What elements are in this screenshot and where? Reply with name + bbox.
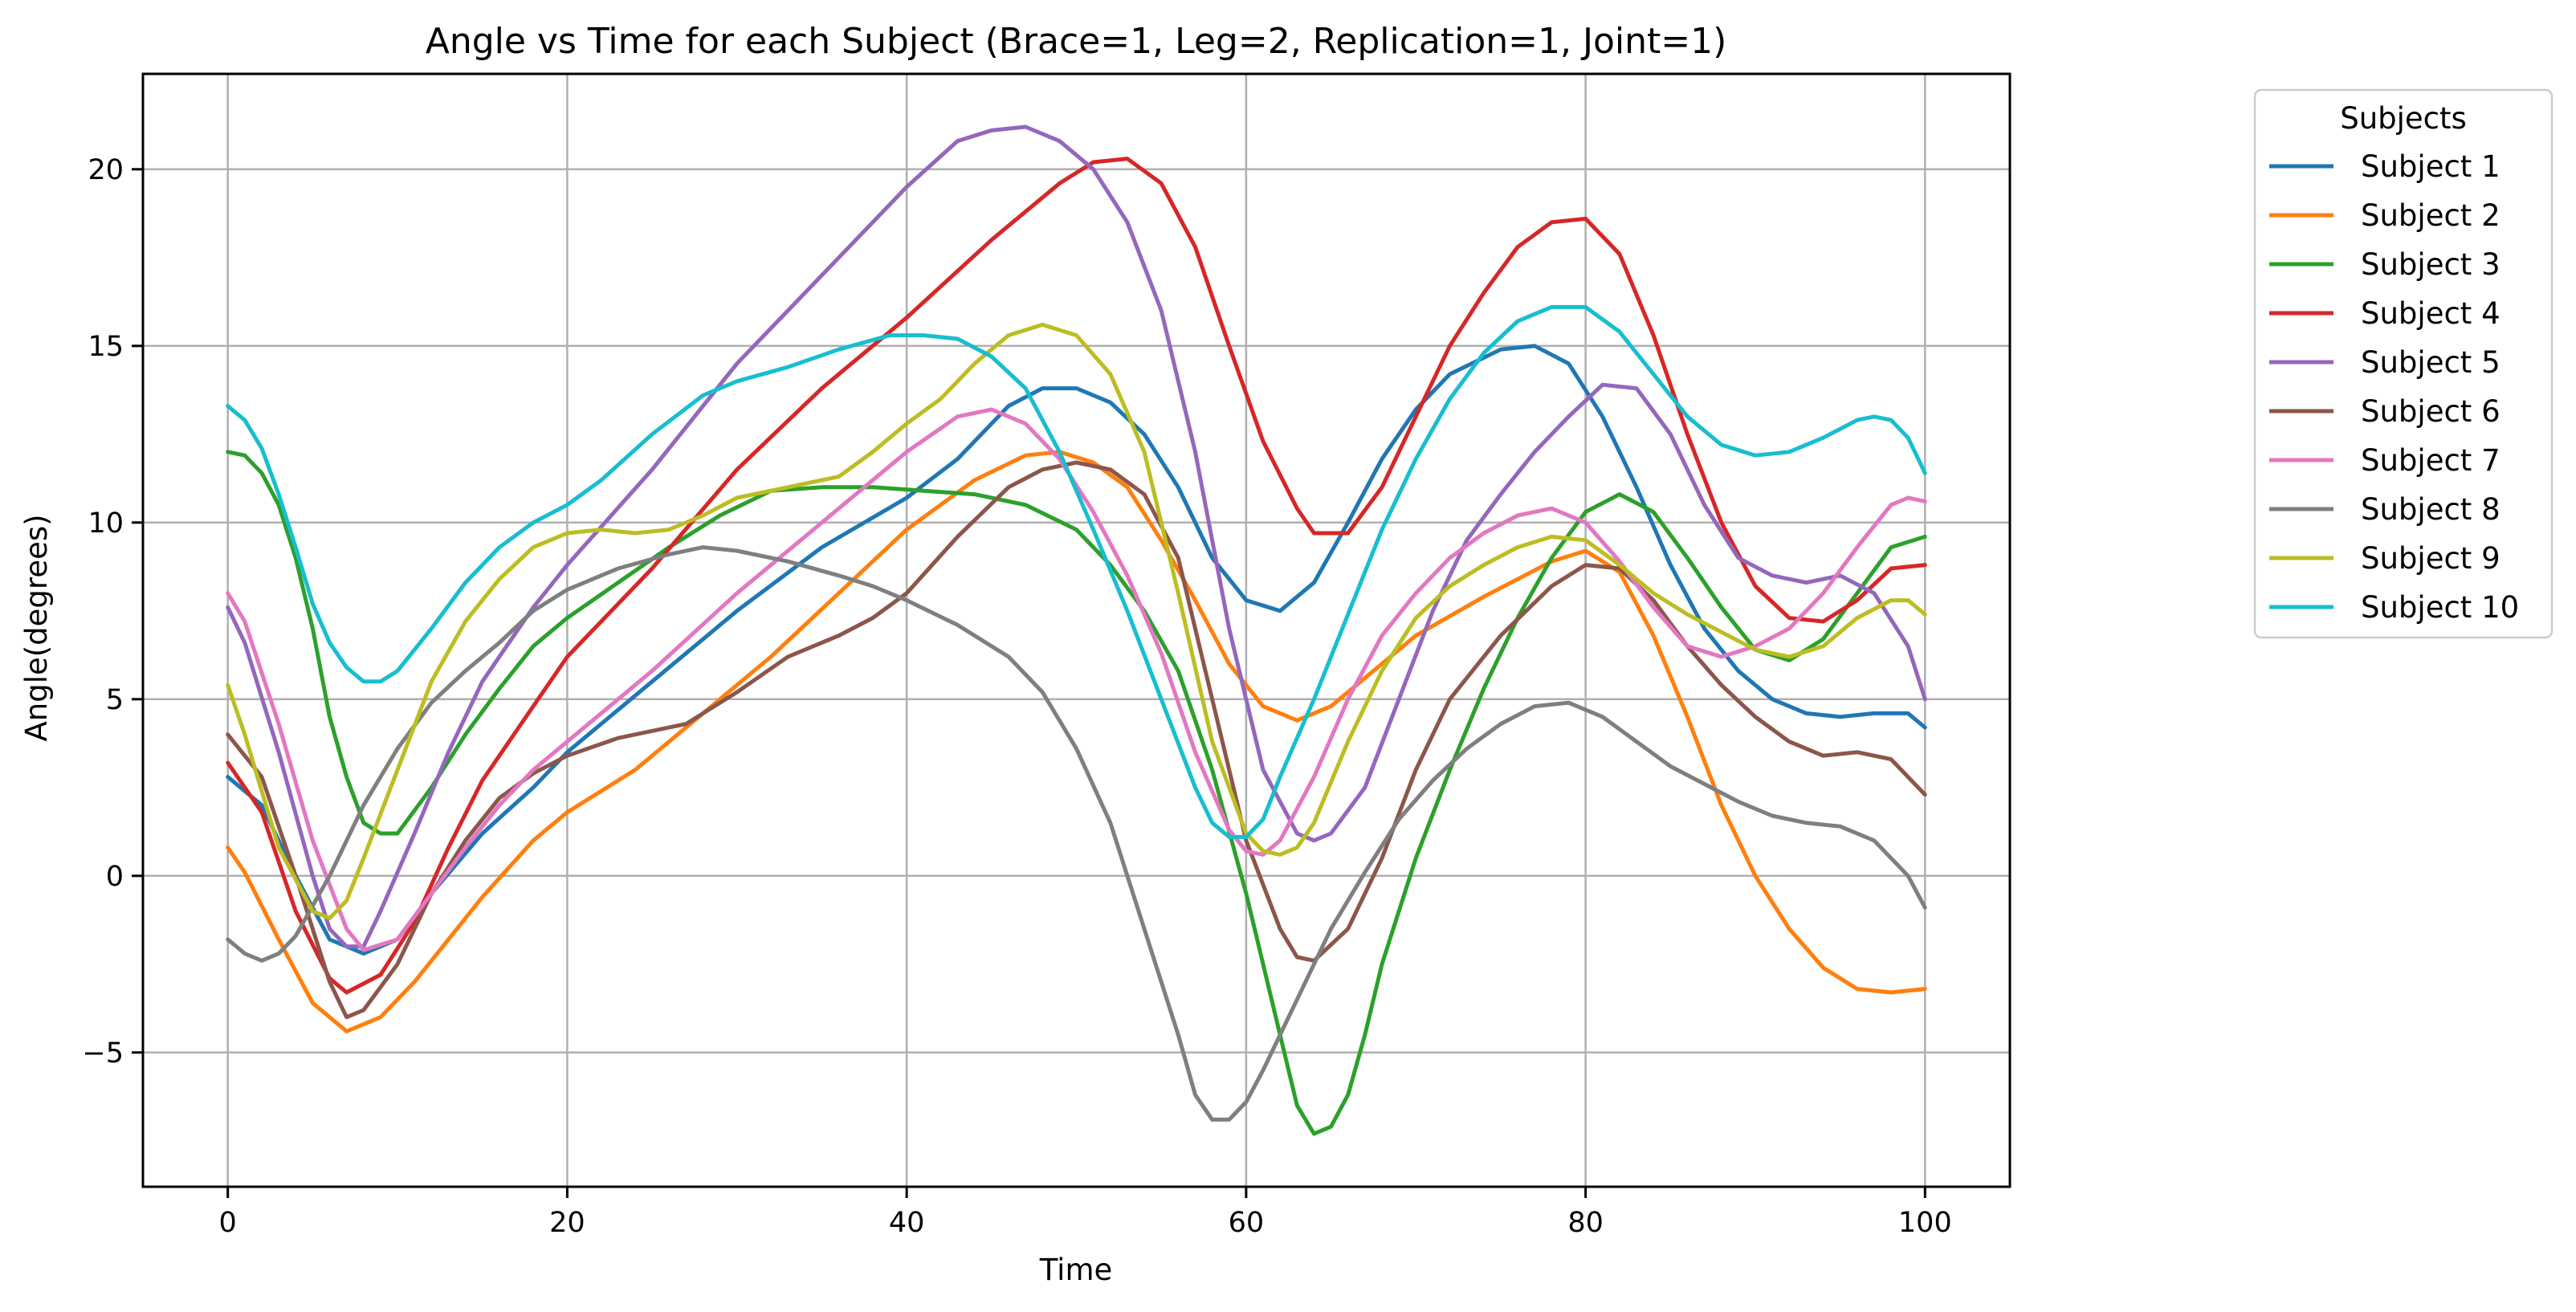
series-line-subject-1 (226, 344, 1927, 956)
x-tick-label: 80 (1567, 1207, 1604, 1239)
series-line-subject-7 (226, 407, 1927, 952)
y-tick-label: 15 (88, 331, 124, 363)
y-tick-label: −5 (82, 1037, 124, 1070)
plot-frame (141, 72, 2011, 1188)
legend-title: Subjects (2340, 101, 2467, 136)
x-tick-label: 0 (219, 1207, 237, 1239)
grid (143, 74, 2010, 1187)
x-tick-label: 100 (1898, 1207, 1952, 1239)
series-line-subject-2 (226, 450, 1927, 1033)
legend-label-subject-6: Subject 6 (2361, 394, 2501, 429)
y-tick-label: 20 (88, 154, 124, 186)
series-line-subject-4 (226, 157, 1927, 995)
legend-items: Subject 1 Subject 2 Subject 3 Subject 4 Subj… (2269, 149, 2519, 625)
series-lines (226, 124, 1927, 1136)
legend-label-subject-8: Subject 8 (2361, 492, 2501, 527)
chart-title: Angle vs Time for each Subject (Brace=1,… (426, 21, 1727, 62)
x-axis-label: Time (1039, 1253, 1113, 1287)
legend-label-subject-2: Subject 2 (2361, 198, 2501, 233)
x-axis-ticks: 0 20 40 60 80 100 (219, 1187, 1952, 1239)
legend-label-subject-9: Subject 9 (2361, 541, 2501, 576)
y-tick-label: 0 (106, 861, 124, 893)
legend-label-subject-3: Subject 3 (2361, 247, 2501, 282)
legend-label-subject-1: Subject 1 (2361, 149, 2501, 184)
series-line-subject-9 (226, 322, 1927, 921)
y-tick-label: 10 (88, 507, 124, 540)
legend-frame (2253, 88, 2554, 639)
x-tick-label: 20 (549, 1207, 585, 1239)
series-line-subject-5 (226, 124, 1927, 949)
series-line-subject-6 (226, 460, 1927, 1020)
legend-label-subject-7: Subject 7 (2361, 443, 2501, 478)
legend-label-subject-10: Subject 10 (2361, 590, 2519, 625)
y-axis-ticks: −5 0 5 10 15 20 (82, 154, 143, 1070)
y-tick-label: 5 (106, 684, 124, 716)
series-line-subject-8 (226, 545, 1927, 1122)
series-line-subject-10 (226, 304, 1927, 839)
x-tick-label: 60 (1229, 1207, 1265, 1239)
y-axis-label: Angle(degrees) (19, 514, 54, 741)
x-tick-label: 40 (889, 1207, 925, 1239)
legend-label-subject-4: Subject 4 (2361, 296, 2501, 331)
legend-label-subject-5: Subject 5 (2361, 345, 2501, 380)
